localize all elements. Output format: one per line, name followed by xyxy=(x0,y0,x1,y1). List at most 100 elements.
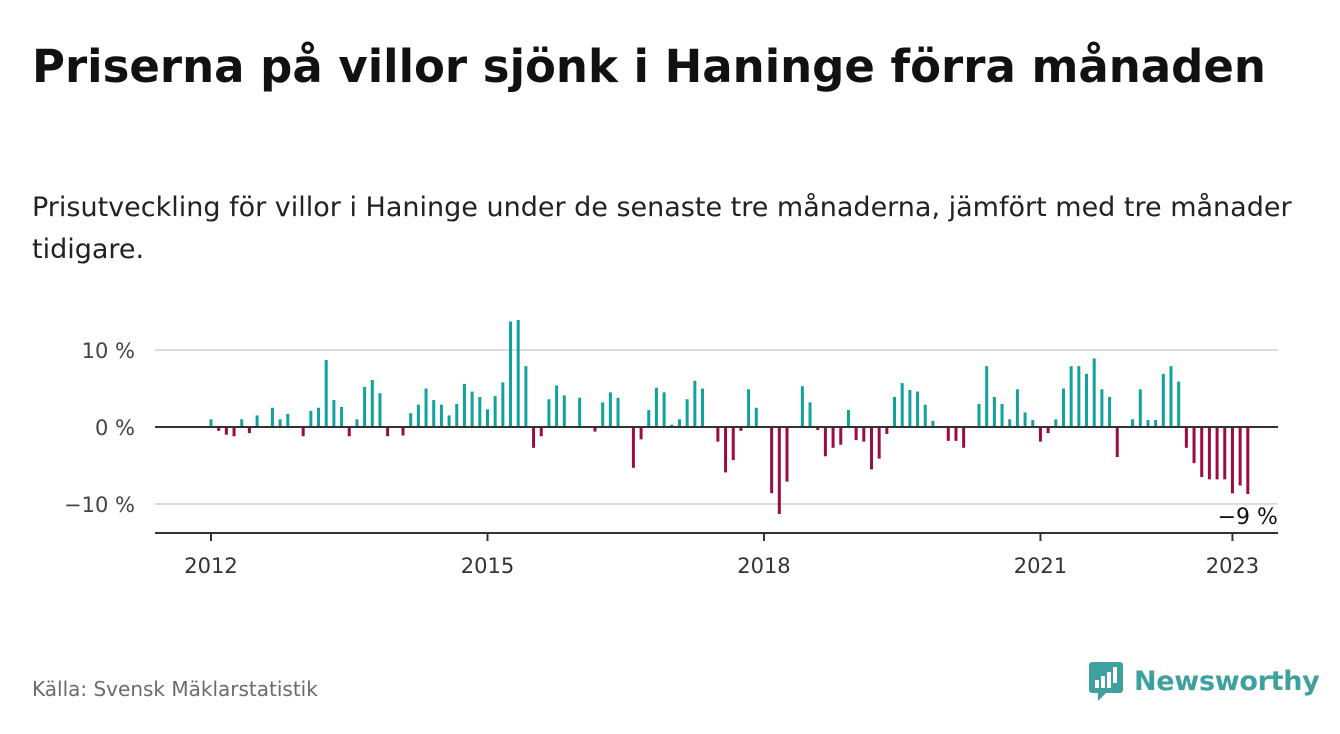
bar xyxy=(562,395,566,427)
bar xyxy=(1192,427,1196,464)
bar xyxy=(1138,389,1142,427)
bar xyxy=(1069,366,1073,427)
bar xyxy=(1200,427,1204,478)
bar xyxy=(324,360,328,427)
bar xyxy=(416,404,420,427)
value-labels: −9 % xyxy=(1215,502,1280,532)
bar xyxy=(485,409,489,427)
bar xyxy=(593,427,597,432)
bar xyxy=(309,410,313,427)
bar xyxy=(355,419,359,427)
last-value-label: −9 % xyxy=(1218,505,1278,530)
bar xyxy=(547,399,551,427)
chart-title: Priserna på villor sjönk i Haninge förra… xyxy=(32,40,1266,93)
bar xyxy=(424,388,428,427)
bar xyxy=(439,404,443,427)
bar xyxy=(332,400,336,427)
bar xyxy=(608,392,612,427)
bar xyxy=(1169,366,1173,427)
brand-logo[interactable]: Newsworthy xyxy=(1088,660,1320,702)
bar xyxy=(432,400,436,427)
bar xyxy=(1000,403,1004,427)
bar xyxy=(739,427,743,431)
bar xyxy=(347,427,351,437)
bar xyxy=(1077,366,1081,427)
bar xyxy=(639,427,643,440)
bar xyxy=(869,427,873,470)
bar xyxy=(301,427,305,437)
bar xyxy=(286,413,290,427)
bar xyxy=(1131,419,1135,427)
bar xyxy=(516,319,520,427)
bar xyxy=(578,397,582,427)
bar xyxy=(731,427,735,461)
x-tick-label: 2021 xyxy=(1014,554,1067,578)
bar xyxy=(524,366,528,427)
bar xyxy=(240,419,244,427)
bar xyxy=(1046,427,1050,434)
bar xyxy=(846,410,850,427)
bar xyxy=(478,396,482,427)
newsworthy-logo-icon xyxy=(1089,662,1123,701)
bar xyxy=(754,407,758,427)
bar xyxy=(1115,427,1119,458)
bar xyxy=(1184,427,1188,448)
bar xyxy=(654,387,658,427)
bar xyxy=(862,427,866,442)
bar xyxy=(224,427,228,435)
bar xyxy=(1154,420,1158,427)
y-tick-label: 10 % xyxy=(82,339,135,363)
bar xyxy=(386,427,390,437)
bar xyxy=(839,427,843,445)
bar xyxy=(985,366,989,427)
bar xyxy=(770,427,774,494)
x-tick-label: 2018 xyxy=(737,554,790,578)
bar xyxy=(1215,427,1219,480)
bar xyxy=(1100,389,1104,427)
bar xyxy=(1031,420,1035,427)
bar xyxy=(954,427,958,441)
bar xyxy=(1015,389,1019,427)
bar xyxy=(1230,427,1234,494)
bar xyxy=(340,406,344,427)
bar xyxy=(900,383,904,427)
bar xyxy=(693,380,697,427)
bar-chart: 10 % 0 % −10 % 2012 2015 2018 2021 2023 −9 % xyxy=(64,319,1280,578)
bar xyxy=(977,403,981,427)
bar xyxy=(647,410,651,427)
gridlines xyxy=(155,349,1278,505)
bar xyxy=(1207,427,1211,480)
bar xyxy=(908,390,912,427)
bar xyxy=(1177,381,1181,427)
bar xyxy=(777,427,781,515)
bar xyxy=(1223,427,1227,480)
bar xyxy=(616,397,620,427)
bar xyxy=(877,427,881,459)
x-tick-label: 2012 xyxy=(184,554,237,578)
bar xyxy=(1161,373,1165,427)
bar xyxy=(370,380,374,427)
bar xyxy=(962,427,966,448)
bar xyxy=(317,407,321,427)
bar xyxy=(701,388,705,427)
y-tick-label: −10 % xyxy=(64,493,135,517)
bar xyxy=(401,427,405,436)
bar xyxy=(1246,427,1250,494)
bar xyxy=(217,427,221,431)
bar xyxy=(1085,373,1089,427)
bar xyxy=(1061,388,1065,427)
x-axis: 2012 2015 2018 2021 2023 xyxy=(155,532,1278,578)
bar xyxy=(1092,358,1096,427)
bar xyxy=(255,415,259,427)
bar xyxy=(931,420,935,427)
bar xyxy=(509,321,513,427)
bar xyxy=(662,392,666,427)
bar xyxy=(1008,419,1012,427)
bar xyxy=(893,396,897,427)
bar xyxy=(1038,427,1042,442)
bar xyxy=(670,424,674,427)
bar xyxy=(992,396,996,427)
bar xyxy=(532,427,536,448)
bar xyxy=(631,427,635,468)
bar xyxy=(854,427,858,441)
